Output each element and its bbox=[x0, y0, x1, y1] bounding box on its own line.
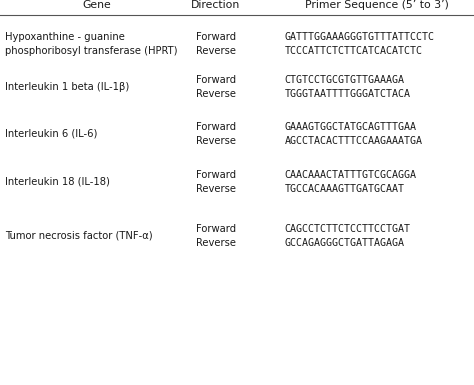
Text: Primer Sequence (5’ to 3’): Primer Sequence (5’ to 3’) bbox=[305, 0, 449, 10]
Text: Forward: Forward bbox=[196, 170, 236, 180]
Text: Reverse: Reverse bbox=[196, 238, 236, 248]
Text: Forward: Forward bbox=[196, 75, 236, 85]
Text: CAACAAACTATTTGTCGCAGGA: CAACAAACTATTTGTCGCAGGA bbox=[284, 170, 416, 180]
Text: TGGGTAATTTTGGGATCTACA: TGGGTAATTTTGGGATCTACA bbox=[284, 89, 410, 99]
Text: AGCCTACACTTTCCAAGAAATGA: AGCCTACACTTTCCAAGAAATGA bbox=[284, 136, 422, 146]
Text: GAAAGTGGCTATGCAGTTTGAA: GAAAGTGGCTATGCAGTTTGAA bbox=[284, 122, 416, 132]
Text: Reverse: Reverse bbox=[196, 89, 236, 99]
Text: Hypoxanthine - guanine: Hypoxanthine - guanine bbox=[5, 32, 125, 42]
Text: GCCAGAGGGCTGATTAGAGA: GCCAGAGGGCTGATTAGAGA bbox=[284, 238, 404, 248]
Text: CTGTCCTGCGTGTTGAAAGA: CTGTCCTGCGTGTTGAAAGA bbox=[284, 75, 404, 85]
Text: Interleukin 6 (IL-6): Interleukin 6 (IL-6) bbox=[5, 129, 97, 139]
Text: TGCCACAAAGTTGATGCAAT: TGCCACAAAGTTGATGCAAT bbox=[284, 184, 404, 194]
Text: Gene: Gene bbox=[83, 0, 111, 10]
Text: GATTTGGAAAGGGTGTTTATTCCTC: GATTTGGAAAGGGTGTTTATTCCTC bbox=[284, 32, 434, 42]
Text: CAGCCTCTTCTCCTTCCTGAT: CAGCCTCTTCTCCTTCCTGAT bbox=[284, 224, 410, 234]
Text: Interleukin 1 beta (IL-1β): Interleukin 1 beta (IL-1β) bbox=[5, 82, 129, 92]
Text: Forward: Forward bbox=[196, 224, 236, 234]
Text: Reverse: Reverse bbox=[196, 184, 236, 194]
Text: Tumor necrosis factor (TNF-α): Tumor necrosis factor (TNF-α) bbox=[5, 231, 152, 241]
Text: Reverse: Reverse bbox=[196, 46, 236, 56]
Text: Interleukin 18 (IL-18): Interleukin 18 (IL-18) bbox=[5, 177, 109, 187]
Text: Direction: Direction bbox=[191, 0, 240, 10]
Text: Forward: Forward bbox=[196, 32, 236, 42]
Text: TCCCATTCTCTTCATCACATCTC: TCCCATTCTCTTCATCACATCTC bbox=[284, 46, 422, 56]
Text: Forward: Forward bbox=[196, 122, 236, 132]
Text: phosphoribosyl transferase (HPRT): phosphoribosyl transferase (HPRT) bbox=[5, 46, 177, 56]
Text: Reverse: Reverse bbox=[196, 136, 236, 146]
